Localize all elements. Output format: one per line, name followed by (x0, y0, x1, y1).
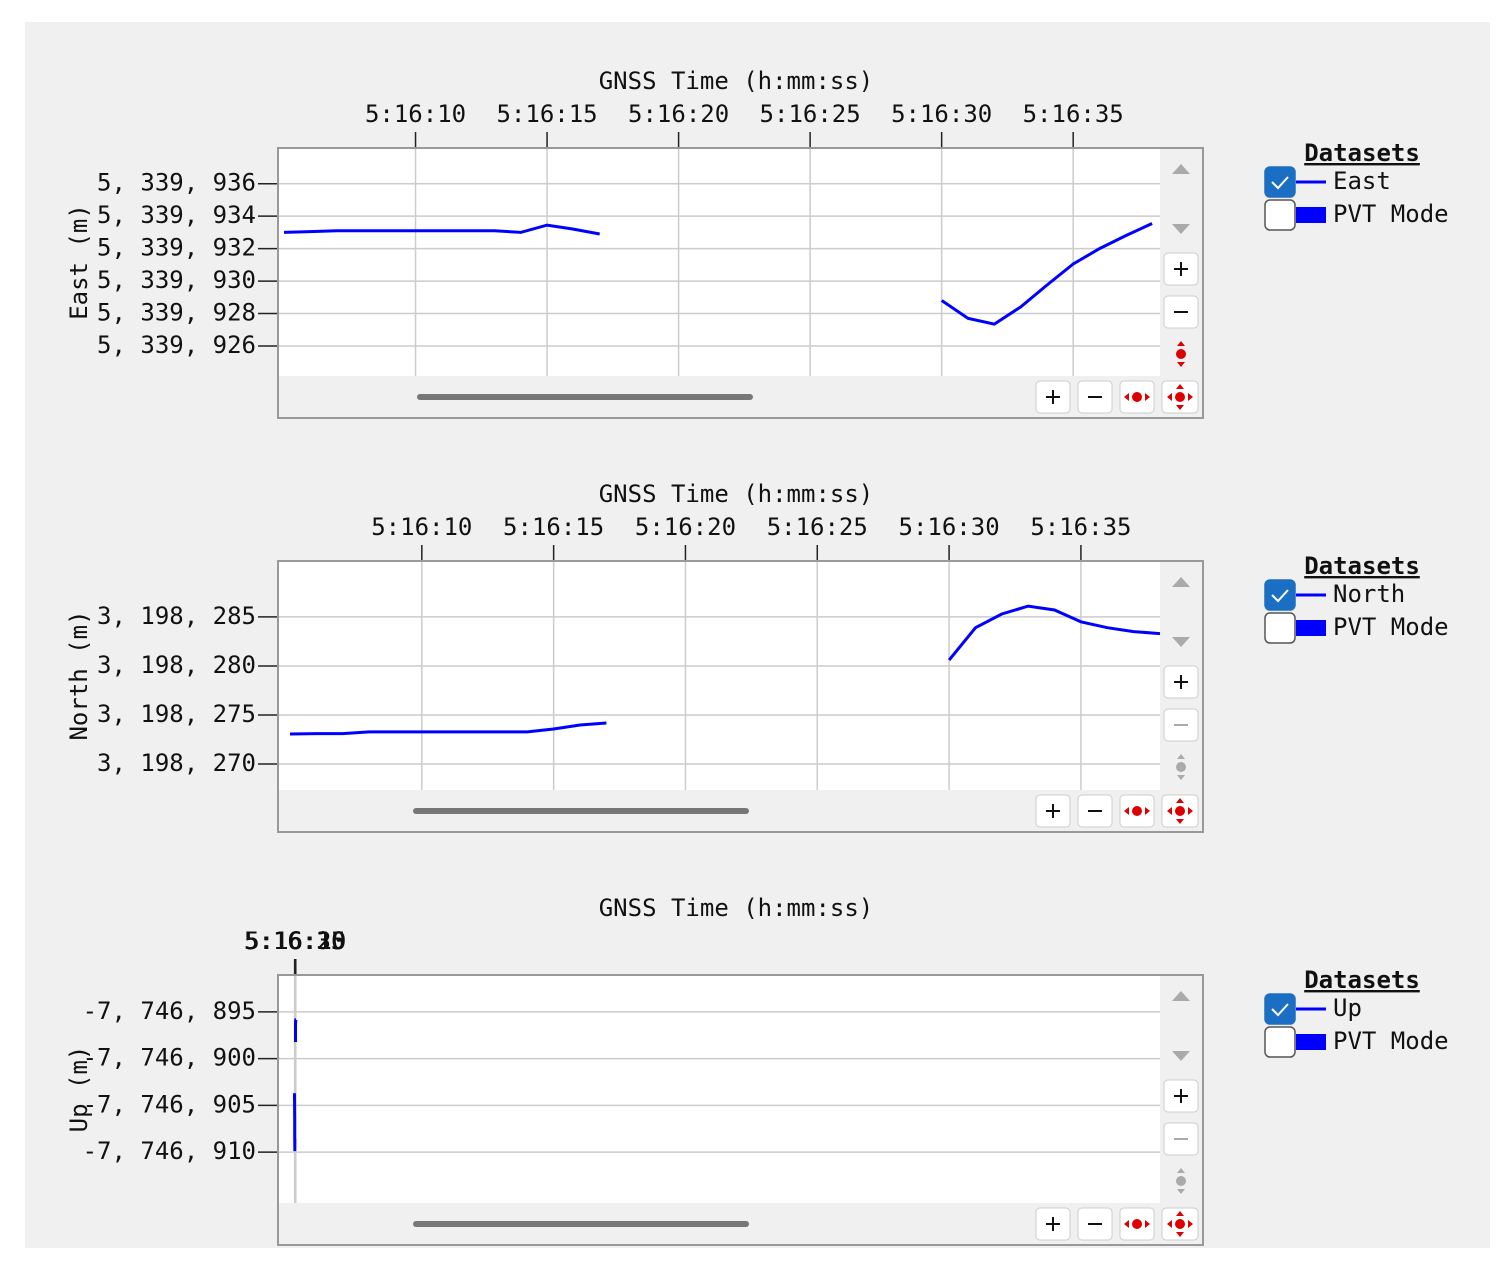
x-tick-label: 5:16:30 (891, 100, 992, 128)
pan-icon (1175, 1219, 1185, 1229)
y-tick-label: 3, 198, 280 (97, 651, 256, 679)
legend-checkbox[interactable] (1264, 199, 1296, 231)
plus-icon (1174, 1089, 1188, 1103)
x-tick-label: 5:16:25 (767, 513, 868, 541)
y-axis-title: East (m) (65, 204, 93, 320)
plus-icon (1046, 804, 1060, 818)
x-tick-label: 5:16:15 (245, 927, 346, 955)
plot-area (278, 975, 1160, 1203)
scroll-down-arrow[interactable] (1172, 224, 1190, 234)
chart-border (277, 974, 1204, 1246)
x-tick-label: 5:16:20 (628, 100, 729, 128)
scroll-down-arrow[interactable] (1172, 637, 1190, 647)
legend-label: PVT Mode (1333, 1027, 1449, 1055)
check-mark (1271, 176, 1289, 190)
y-tick-label: -7, 746, 900 (83, 1044, 256, 1072)
pan-icon (1176, 762, 1186, 772)
x-tick-label: 5:16:30 (244, 927, 345, 955)
legend-checkbox[interactable] (1264, 1026, 1296, 1058)
x-tick-label: 5:16:10 (365, 100, 466, 128)
y-tick-label: 3, 198, 270 (97, 749, 256, 777)
pan-icon (1176, 1176, 1186, 1186)
x-axis-title: GNSS Time (h:mm:ss) (599, 480, 874, 508)
y-tick-label: -7, 746, 910 (83, 1137, 256, 1165)
data-line (293, 1018, 298, 1152)
legend-title: Datasets (1304, 966, 1420, 994)
x-axis-title: GNSS Time (h:mm:ss) (599, 67, 874, 95)
legend-checkbox[interactable] (1264, 166, 1296, 198)
legend-checkbox[interactable] (1264, 993, 1296, 1025)
x-tick-label: 5:16:20 (635, 513, 736, 541)
pan-icon (1132, 806, 1142, 816)
x-tick-label: 5:16:15 (503, 513, 604, 541)
x-tick-label: 5:16:25 (760, 100, 861, 128)
scroll-down-arrow[interactable] (1172, 1051, 1190, 1061)
x-tick-label: 5:16:35 (244, 927, 345, 955)
x-tick-label: 5:16:30 (899, 513, 1000, 541)
plus-icon (1174, 675, 1188, 689)
plot-area (278, 148, 1160, 376)
y-tick-label: 3, 198, 285 (97, 602, 256, 630)
plot-area (278, 561, 1160, 790)
x-tick-label: 5:16:35 (1023, 100, 1124, 128)
legend-swatch (1296, 207, 1326, 223)
data-line (283, 222, 1153, 326)
legend-title: Datasets (1304, 552, 1420, 580)
scroll-up-arrow[interactable] (1172, 577, 1190, 587)
legend-label: Up (1333, 994, 1362, 1022)
legend-label: PVT Mode (1333, 200, 1449, 228)
y-tick-label: 5, 339, 932 (97, 234, 256, 262)
legend-label: East (1333, 167, 1391, 195)
pan-icon (1175, 806, 1185, 816)
scroll-up-arrow[interactable] (1172, 991, 1190, 1001)
legend-checkbox[interactable] (1264, 579, 1296, 611)
data-line (289, 604, 1160, 736)
pan-icon (1175, 392, 1185, 402)
plus-icon (1046, 1217, 1060, 1231)
y-tick-label: 5, 339, 936 (97, 169, 256, 197)
x-tick-label: 5:16:20 (245, 927, 346, 955)
x-axis-title: GNSS Time (h:mm:ss) (599, 894, 874, 922)
x-tick-label: 5:16:10 (371, 513, 472, 541)
pan-icon (1132, 392, 1142, 402)
check-mark (1271, 589, 1289, 603)
y-tick-label: 5, 339, 930 (97, 266, 256, 294)
y-tick-label: -7, 746, 905 (83, 1090, 256, 1118)
legend-label: PVT Mode (1333, 613, 1449, 641)
y-tick-label: 5, 339, 934 (97, 201, 256, 229)
x-tick-label: 5:16:15 (496, 100, 597, 128)
y-tick-label: 5, 339, 928 (97, 299, 256, 327)
legend-swatch (1296, 1034, 1326, 1050)
y-axis-title: Up (m) (65, 1046, 93, 1133)
y-tick-label: 3, 198, 275 (97, 700, 256, 728)
x-tick-label: 5:16:25 (245, 927, 346, 955)
plus-icon (1046, 390, 1060, 404)
pan-icon (1132, 1219, 1142, 1229)
x-tick-label: 5:16:10 (245, 927, 346, 955)
check-mark (1271, 1003, 1289, 1017)
y-tick-label: -7, 746, 895 (83, 997, 256, 1025)
pan-icon (1176, 349, 1186, 359)
y-tick-label: 5, 339, 926 (97, 331, 256, 359)
legend-title: Datasets (1304, 139, 1420, 167)
legend-label: North (1333, 580, 1405, 608)
legend-checkbox[interactable] (1264, 612, 1296, 644)
x-tick-label: 5:16:35 (1030, 513, 1131, 541)
scroll-up-arrow[interactable] (1172, 164, 1190, 174)
y-axis-title: North (m) (65, 610, 93, 740)
legend-swatch (1296, 620, 1326, 636)
chart-border (277, 560, 1204, 833)
chart-border (277, 147, 1204, 419)
plus-icon (1174, 262, 1188, 276)
